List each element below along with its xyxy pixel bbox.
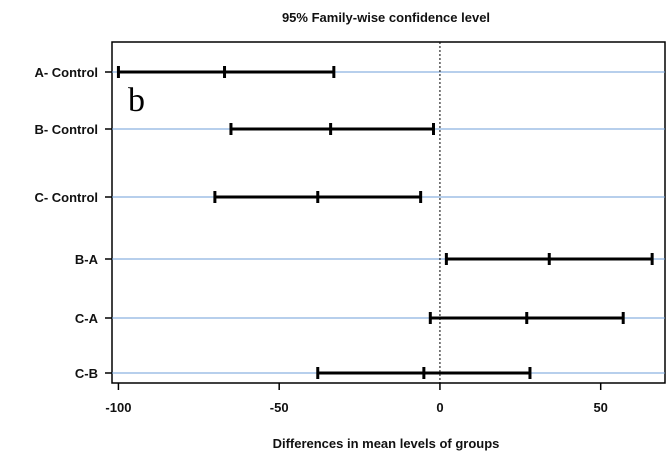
interval-a-control <box>116 66 336 78</box>
x-tick-label-50: 50 <box>593 400 607 415</box>
y-tick-label-c-a: C-A <box>75 311 99 326</box>
y-tick-label-c-b: C-B <box>75 366 98 381</box>
grid-lines <box>112 71 665 374</box>
y-tick-label-b-a: B-A <box>75 252 99 267</box>
x-axis-label: Differences in mean levels of groups <box>273 436 500 451</box>
y-tick-label-c-control: C- Control <box>34 190 98 205</box>
x-tick-label--100: -100 <box>105 400 131 415</box>
x-tick-label--50: -50 <box>270 400 289 415</box>
interval-b-a <box>444 253 654 265</box>
y-tick-label-a-control: A- Control <box>34 65 98 80</box>
interval-b-control <box>229 123 436 135</box>
interval-c-b <box>316 367 532 379</box>
y-tick-label-b-control: B- Control <box>34 122 98 137</box>
x-tick-labels: -100 -50 0 50 <box>105 383 608 415</box>
chart-title: 95% Family-wise confidence level <box>282 10 490 25</box>
interval-layer <box>116 66 654 379</box>
interval-c-a <box>428 312 625 324</box>
x-tick-label-0: 0 <box>436 400 443 415</box>
y-tick-labels: A- Control B- Control C- Control B-A C-A C-B <box>34 65 112 381</box>
plot-frame <box>111 41 666 384</box>
panel-letter: b <box>128 82 145 119</box>
interval-c-control <box>213 191 423 203</box>
